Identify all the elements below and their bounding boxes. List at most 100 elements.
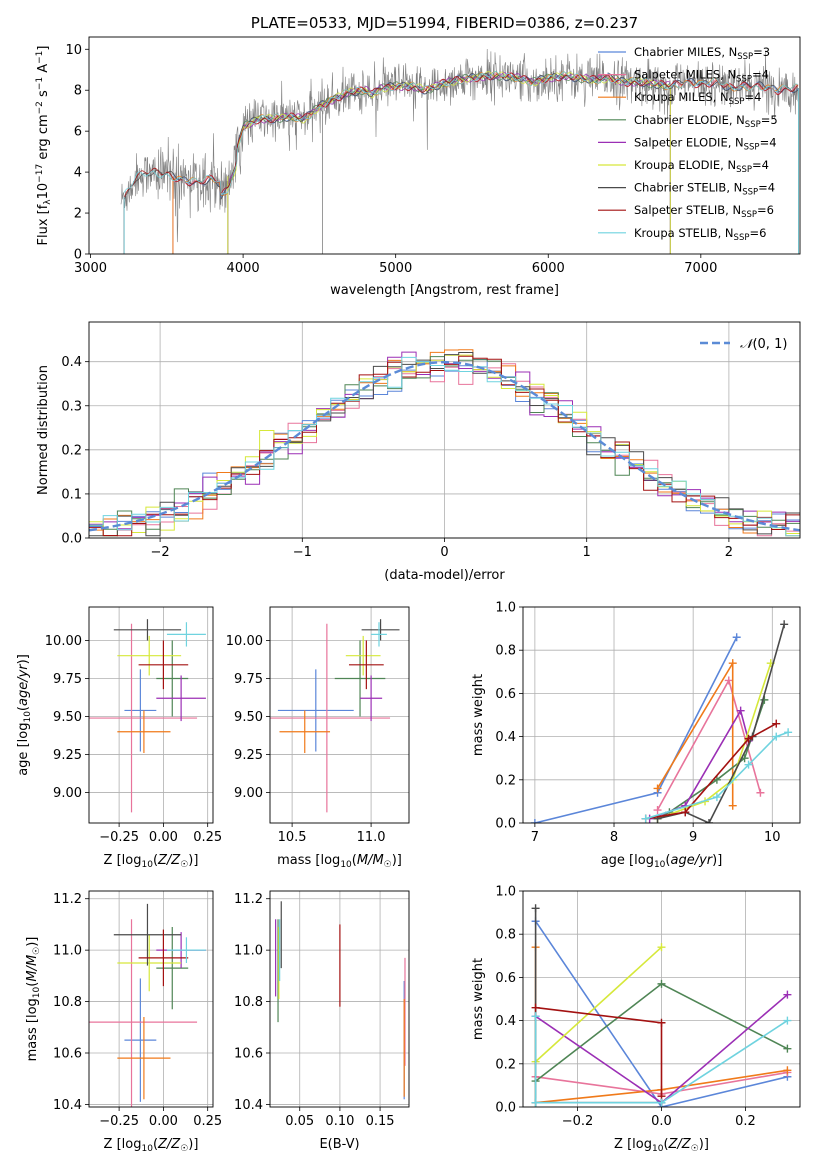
x-tick-label: 7 <box>531 830 539 845</box>
plot-area <box>275 901 406 1100</box>
weight-series-salpeter-stelib <box>641 719 781 823</box>
weight-line <box>534 636 738 823</box>
y-tick-label: 9.50 <box>234 710 263 725</box>
x-tick-label: 9 <box>689 830 697 845</box>
model-spectrum-kroupa-elodie <box>227 71 671 188</box>
plot-area <box>530 620 793 823</box>
errorbar-chabrier-miles <box>124 669 157 752</box>
weight-marker <box>704 819 713 823</box>
model-spectrum-chabrier-elodie <box>227 73 671 190</box>
x-tick-label: 2 <box>725 545 733 560</box>
y-tick-label: 0.4 <box>495 730 516 745</box>
weight-marker <box>531 1098 540 1107</box>
x-tick-label: −0.25 <box>99 1114 139 1129</box>
x-axis-label: E(B-V) <box>319 1137 359 1152</box>
y-tick-label: 8 <box>74 84 82 99</box>
weight-line <box>657 699 766 820</box>
x-tick-label: 0 <box>440 545 448 560</box>
y-tick-label: 10 <box>65 43 82 58</box>
errorbar-chabrier-miles <box>277 669 354 752</box>
x-tick-label: 11.0 <box>357 830 386 845</box>
legend-label: Chabrier ELODIE, NSSP=5 <box>634 113 778 130</box>
x-tick-label: 0.0 <box>651 1114 672 1129</box>
y-tick-label: 9.75 <box>53 672 82 687</box>
y-tick-label: 11.0 <box>53 944 82 959</box>
x-tick-label: 0.2 <box>735 1114 756 1129</box>
legend-label: Chabrier STELIB, NSSP=4 <box>634 181 775 198</box>
weight-marker <box>783 990 792 999</box>
x-axis-label: Z [log10(Z/Z☉)] <box>614 1137 709 1154</box>
axes-frame <box>88 890 214 1108</box>
legend-label: Kroupa ELODIE, NSSP=4 <box>634 158 769 175</box>
y-tick-label: 0.6 <box>495 971 516 986</box>
x-tick-label: −2 <box>151 545 170 560</box>
weight-series-salpeter-stelib <box>531 1003 666 1101</box>
axes-frame <box>88 36 801 255</box>
weight-marker <box>657 979 666 988</box>
legend-label: Salpeter STELIB, NSSP=6 <box>634 203 774 220</box>
panel-age-vs-mass: 10.5 11.0 9.00 9.25 9.50 9.75 10.00 mass [log10… <box>226 606 410 870</box>
x-axis-label: (data-model)/error <box>384 568 505 583</box>
x-tick-label: 4000 <box>227 261 260 276</box>
y-tick-label: 0.0 <box>495 817 516 832</box>
weight-line <box>645 722 777 820</box>
errorbar-kroupa-stelib <box>166 622 206 647</box>
errorbar-kroupa-stelib <box>166 937 206 963</box>
x-tick-label: 0.10 <box>325 1114 354 1129</box>
legend-label-normal: 𝒩(0, 1) <box>740 337 787 352</box>
errorbar-salpeter-miles <box>270 623 391 813</box>
weight-marker <box>728 801 737 810</box>
errorbar-chabrier-stelib <box>361 619 400 641</box>
weight-marker <box>728 659 737 668</box>
errorbar-chabrier-miles <box>124 978 157 1102</box>
axes-frame <box>522 606 801 824</box>
legend-label: Chabrier MILES, NSSP=3 <box>634 45 770 62</box>
axes-frame <box>269 606 410 824</box>
weight-series-kroupa-elodie <box>531 943 666 1066</box>
legend-label: Salpeter ELODIE, NSSP=4 <box>634 135 777 152</box>
y-tick-label: 0.3 <box>61 399 82 414</box>
y-tick-label: 0.8 <box>495 644 516 659</box>
weight-marker <box>756 788 765 797</box>
weight-line <box>534 908 662 1104</box>
weight-line <box>656 678 762 811</box>
weight-line <box>534 920 788 1107</box>
errorbar-salpeter-miles <box>89 623 198 813</box>
x-tick-label: 0.25 <box>193 1114 222 1129</box>
weight-marker <box>780 620 789 629</box>
weight-marker <box>784 728 793 737</box>
panel-residual-histogram: −2 −1 0 1 2 0.0 0.1 0.2 0.3 0.4 𝒩(0, 1) (data-model… <box>36 321 801 583</box>
weight-marker <box>531 1012 540 1021</box>
y-tick-label: 1.0 <box>495 601 516 616</box>
errorbar-salpeter-stelib <box>348 640 384 690</box>
plot-area <box>89 903 206 1107</box>
weight-series-salpeter-miles <box>653 676 765 815</box>
weight-series-chabrier-stelib <box>653 620 789 823</box>
y-tick-label: 0.2 <box>495 1057 516 1072</box>
y-axis-label: mass weight <box>471 958 486 1040</box>
x-tick-label: 8 <box>610 830 618 845</box>
x-tick-label: 0.15 <box>366 1114 395 1129</box>
x-tick-label: 10 <box>764 830 781 845</box>
model-spectrum-salpeter-elodie <box>227 72 671 186</box>
weight-marker <box>657 943 666 952</box>
x-tick-label: −1 <box>293 545 312 560</box>
y-tick-label: 0.8 <box>495 928 516 943</box>
y-tick-label: 0.1 <box>61 487 82 502</box>
y-tick-label: 0.0 <box>61 532 82 547</box>
x-tick-label: 0.00 <box>149 1114 178 1129</box>
y-tick-label: 0.0 <box>495 1101 516 1116</box>
axes-frame <box>88 606 214 824</box>
y-tick-label: 9.00 <box>53 786 82 801</box>
errorbar-salpeter-stelib <box>138 640 189 690</box>
plot-area <box>89 349 800 537</box>
y-tick-label: 10.4 <box>234 1098 263 1113</box>
x-tick-label: 0.05 <box>285 1114 314 1129</box>
x-tick-label: −0.2 <box>562 1114 594 1129</box>
weight-marker <box>653 806 662 815</box>
errorbar-kroupa-miles <box>117 1017 171 1100</box>
plot-area <box>270 619 400 813</box>
y-tick-label: 0.6 <box>495 687 516 702</box>
y-axis-label: age [log10(age/yr)] <box>16 654 33 776</box>
